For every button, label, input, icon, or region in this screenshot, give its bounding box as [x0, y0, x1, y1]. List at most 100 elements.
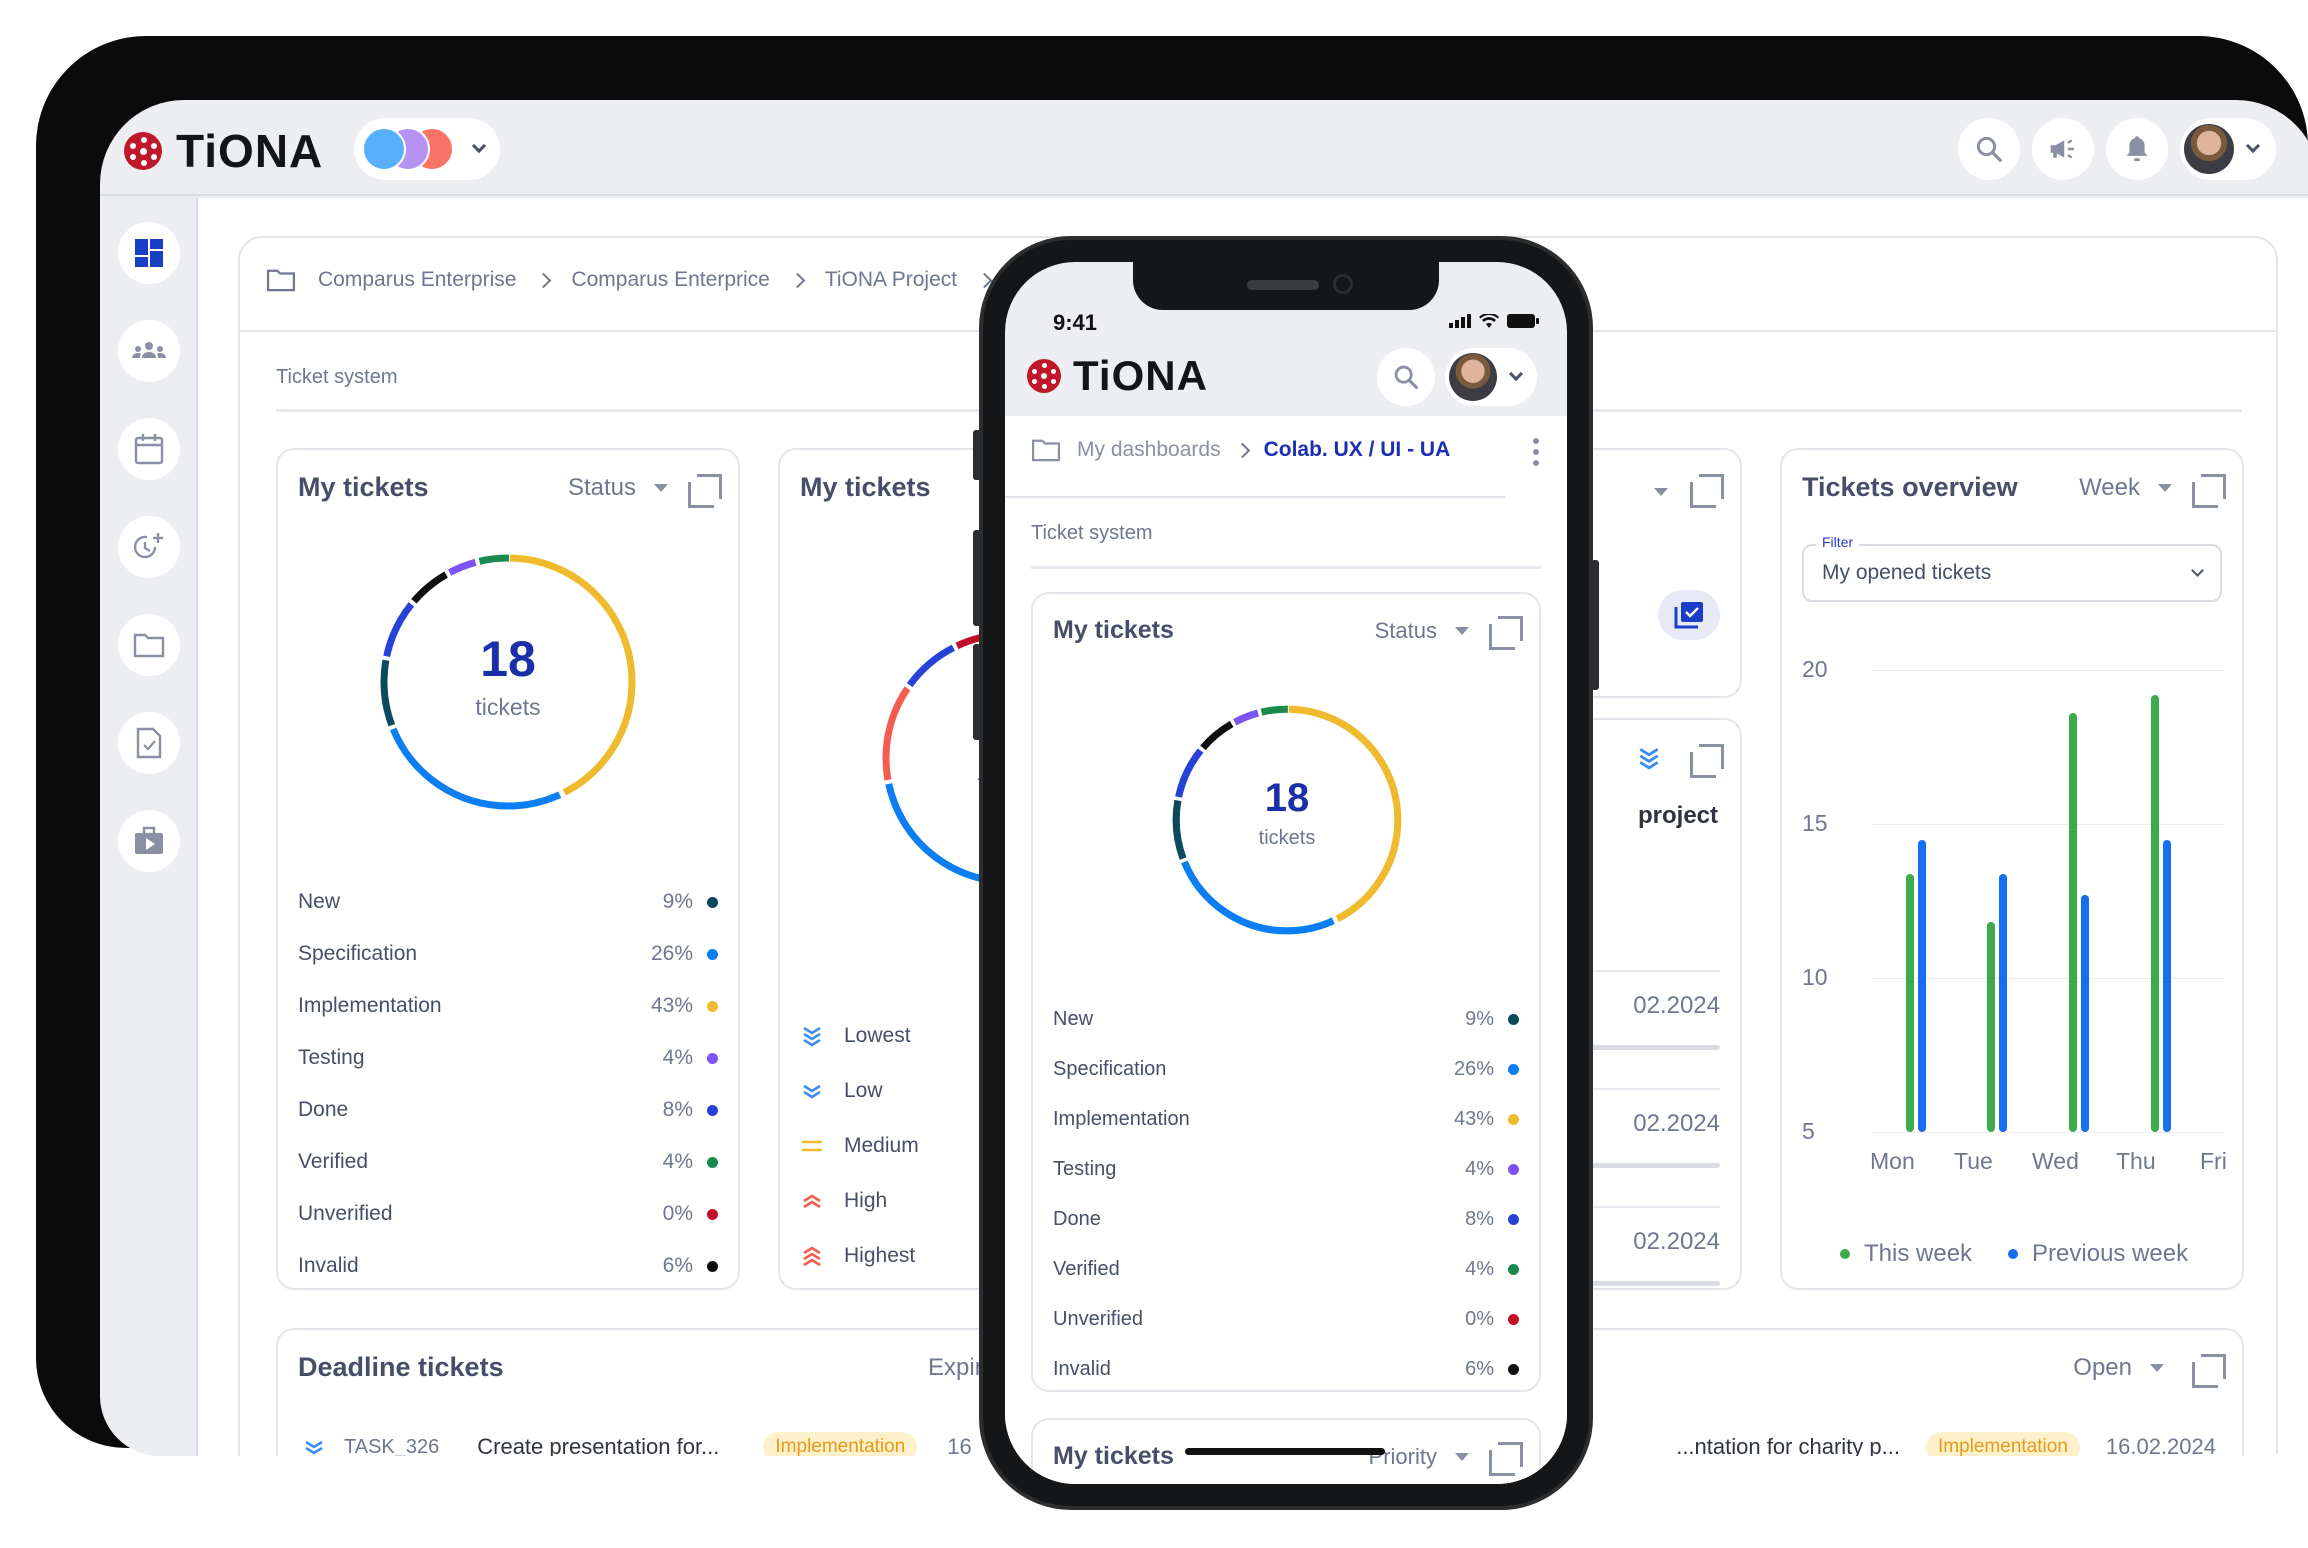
notifications-button[interactable]	[2106, 118, 2168, 180]
tiona-logo-icon	[1027, 359, 1061, 393]
dropdown-arrow-icon	[654, 484, 668, 492]
legend-label: Previous week	[2032, 1240, 2189, 1267]
phone-screen: 9:41 TiONA My dashboards	[1005, 262, 1567, 1484]
table-row[interactable]: TASK_326 Create presentation for... Impl…	[304, 1432, 972, 1456]
sidebar-item-folders[interactable]	[118, 614, 180, 676]
status-dot-icon	[707, 1000, 718, 1012]
legend-dot-icon	[1840, 1249, 1850, 1259]
select-value: Week	[2079, 474, 2140, 501]
breadcrumb-item[interactable]: Comparus Enterprise	[318, 268, 517, 291]
status-select[interactable]: Status	[1375, 618, 1469, 644]
legend-item: Unverified 0%	[298, 1188, 718, 1240]
more-menu-button[interactable]	[1533, 438, 1539, 466]
status-legend: New 9% Specification 26% Implementation 43%…	[298, 876, 718, 1292]
legend-item: Invalid 6%	[298, 1240, 718, 1292]
x-tick: Mon	[1870, 1148, 1915, 1174]
expand-icon[interactable]	[2192, 474, 2226, 508]
table-row[interactable]: ...ntation for charity p... Implementati…	[1676, 1432, 2216, 1456]
workspace-switcher[interactable]	[354, 118, 500, 180]
legend-item: Specification 26%	[1053, 1044, 1519, 1094]
card-title: My tickets	[800, 472, 931, 502]
bar-previous-week-tue[interactable]	[1999, 874, 2007, 1132]
legend-item: New 9%	[1053, 994, 1519, 1044]
open-select[interactable]: Open	[2073, 1354, 2164, 1382]
donut-ring	[1172, 705, 1402, 935]
bars-container	[1872, 670, 2224, 1132]
breadcrumb-item[interactable]: Comparus Enterprice	[571, 268, 770, 291]
announcements-button[interactable]	[2032, 118, 2094, 180]
bar-this-week-wed[interactable]	[2069, 713, 2077, 1132]
status-badge: Implementation	[763, 1432, 918, 1456]
search-button[interactable]	[1958, 118, 2020, 180]
sidebar-item-time-tracking[interactable]	[118, 516, 180, 578]
legend-item: Testing 4%	[298, 1032, 718, 1084]
legend-label: This week	[1864, 1240, 1973, 1267]
expand-icon[interactable]	[1489, 1442, 1523, 1476]
chevron-right-icon	[789, 272, 806, 288]
sidebar-item-calendar[interactable]	[118, 418, 180, 480]
status-dot-icon	[707, 1260, 718, 1272]
chevrons-down-triple-icon	[803, 1026, 821, 1047]
app-logo[interactable]: TiONA	[1027, 352, 1208, 400]
section-title: Ticket system	[276, 366, 398, 388]
sidebar-item-documents[interactable]	[118, 712, 180, 774]
sidebar-item-projects[interactable]	[118, 810, 180, 872]
sidebar-item-teams[interactable]	[118, 320, 180, 382]
filter-value: My opened tickets	[1822, 561, 1992, 584]
tasks-button[interactable]	[1658, 590, 1720, 640]
legend-item: Invalid 6%	[1053, 1344, 1519, 1394]
status-dot-icon	[707, 1156, 718, 1168]
bar-previous-week-wed[interactable]	[2081, 895, 2089, 1132]
expand-icon[interactable]	[1690, 474, 1724, 508]
priority-select[interactable]: Priority	[1369, 1444, 1469, 1470]
equals-icon	[802, 1140, 822, 1151]
bar-this-week-thu[interactable]	[2151, 695, 2159, 1132]
chevrons-up-triple-icon	[803, 1245, 821, 1266]
home-indicator[interactable]	[1185, 1448, 1385, 1455]
sidebar	[100, 198, 198, 1456]
status-dot-icon	[707, 1208, 718, 1220]
status-dot-icon	[707, 1104, 718, 1116]
card-title: project	[1637, 802, 1718, 829]
status-select[interactable]: Status	[568, 474, 668, 502]
app-logo[interactable]: TiONA	[124, 124, 323, 178]
status-legend: New 9% Specification 26% Implementation 43%…	[1053, 994, 1519, 1394]
user-menu[interactable]	[1445, 348, 1537, 406]
sidebar-item-dashboard[interactable]	[118, 222, 180, 284]
section-title: Ticket system	[1031, 522, 1153, 544]
breadcrumb-item[interactable]: TiONA Project	[824, 268, 958, 291]
expand-icon[interactable]	[1489, 616, 1523, 650]
donut-ring	[380, 554, 636, 810]
breadcrumb: Comparus Enterprise Comparus Enterprice …	[266, 268, 1074, 292]
legend-item: Done 8%	[1053, 1194, 1519, 1244]
chevron-down-icon	[471, 138, 487, 154]
bar-chart: 20 15 10 5	[1802, 656, 2227, 1174]
ticket-date: 16	[947, 1434, 972, 1456]
bar-previous-week-mon[interactable]	[1918, 840, 1926, 1132]
legend-item: Done 8%	[298, 1084, 718, 1136]
user-menu[interactable]	[2180, 118, 2276, 180]
card-title: My tickets	[1053, 1442, 1174, 1470]
search-button[interactable]	[1377, 348, 1435, 406]
legend-item: Specification 26%	[298, 928, 718, 980]
tickets-overview-card: Tickets overview Week Filter My opened t…	[1780, 448, 2244, 1290]
expand-icon[interactable]	[1690, 744, 1724, 778]
ticket-date: 16.02.2024	[2105, 1434, 2216, 1456]
select-value: Status	[567, 474, 636, 501]
expand-icon[interactable]	[2192, 1354, 2226, 1388]
breadcrumb-current[interactable]: Colab. UX / UI - UA	[1263, 438, 1451, 461]
bar-previous-week-thu[interactable]	[2163, 840, 2171, 1132]
breadcrumb-item[interactable]: My dashboards	[1077, 438, 1221, 461]
y-tick: 20	[1802, 656, 1828, 682]
team-icon	[132, 342, 166, 358]
priority-legend: Lowest Low Medium High Highest	[802, 1008, 1220, 1283]
filter-select[interactable]: Filter My opened tickets	[1802, 534, 2222, 602]
period-select[interactable]: Week	[2079, 474, 2172, 502]
dropdown-arrow-icon	[2158, 484, 2172, 492]
bar-this-week-tue[interactable]	[1987, 922, 1995, 1132]
ticket-count-label: tickets	[1258, 827, 1316, 849]
dropdown-arrow-icon[interactable]	[1654, 488, 1668, 496]
select-value: Status	[1374, 618, 1437, 643]
bar-this-week-mon[interactable]	[1906, 874, 1914, 1132]
expand-icon[interactable]	[688, 474, 722, 508]
